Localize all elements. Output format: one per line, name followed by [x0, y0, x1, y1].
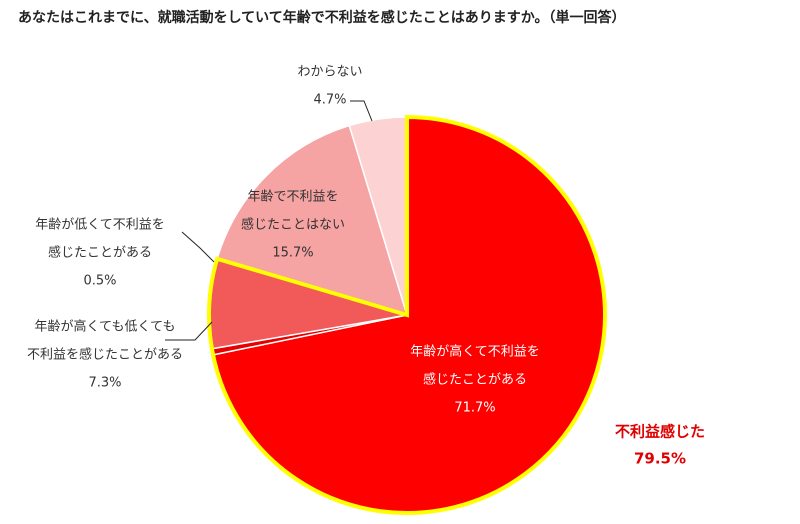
slice-label: 年齢が低くて不利益を: [35, 218, 165, 233]
slice-value-label: 15.7%: [272, 246, 313, 261]
slice-label: わからない: [297, 65, 362, 80]
slice-value-label: 4.7%: [313, 93, 346, 108]
group-outline: [207, 114, 607, 515]
slice-value-label: 7.3%: [88, 376, 121, 391]
slice-label: 年齢が高くても低くても: [35, 319, 176, 335]
leader-line: [181, 231, 215, 263]
pie-slice: [216, 124, 409, 317]
slice-label: 感じたことがある: [423, 372, 527, 388]
slice-label: 年齢で不利益を: [247, 190, 338, 205]
slice-value-label: 0.5%: [83, 274, 116, 289]
group-label: 不利益感じた: [615, 423, 705, 441]
slice-value-label: 71.7%: [454, 401, 495, 416]
group-value-label: 79.5%: [634, 450, 686, 468]
leader-line: [350, 100, 373, 122]
slices: [207, 114, 607, 515]
slice-label: 感じたことがある: [48, 245, 152, 261]
chart-title: あなたはこれまでに、就職活動をしていて年齢で不利益を感じたことはありますか。（単…: [18, 9, 625, 26]
leader-line: [165, 321, 213, 341]
slice-label: 感じたことはない: [241, 217, 345, 233]
slice-label: 不利益を感じたことがある: [27, 347, 183, 363]
slice-label: 年齢が高くて不利益を: [410, 344, 540, 360]
